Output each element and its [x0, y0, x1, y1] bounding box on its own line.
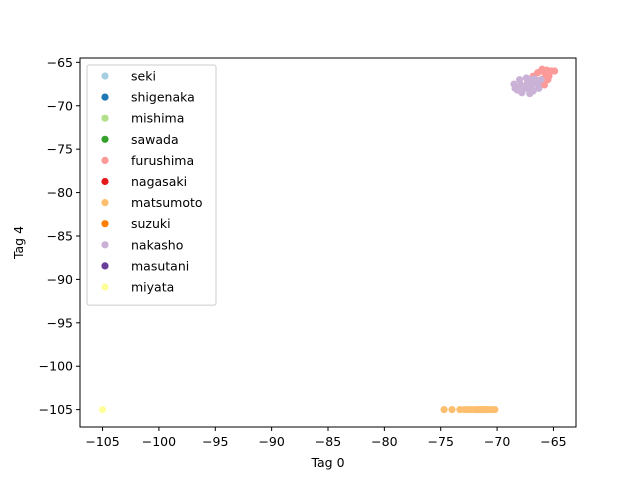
- y-tick-label: −75: [47, 142, 73, 157]
- data-point-nakasho: [511, 84, 519, 92]
- data-point-furushima: [545, 72, 553, 80]
- data-point-nakasho: [516, 76, 524, 84]
- legend-marker-seki: [101, 72, 109, 80]
- data-point-matsumoto: [448, 406, 456, 414]
- legend-label-furushima: furushima: [131, 153, 194, 168]
- y-tick-label: −100: [39, 359, 73, 374]
- data-points: [98, 65, 559, 414]
- data-point-furushima: [550, 67, 559, 75]
- legend-marker-nakasho: [101, 241, 109, 249]
- legend-label-suzuki: suzuki: [131, 216, 171, 231]
- x-tick-label: −95: [202, 434, 228, 449]
- data-point-furushima: [543, 66, 551, 74]
- legend-marker-matsumoto: [101, 199, 109, 207]
- data-point-nakasho: [537, 76, 545, 84]
- y-tick-label: −95: [47, 315, 73, 330]
- legend-marker-suzuki: [101, 220, 109, 228]
- legend-marker-masutani: [101, 262, 109, 270]
- x-tick-label: −80: [371, 434, 397, 449]
- y-tick-label: −80: [47, 185, 73, 200]
- legend-label-masutani: masutani: [131, 258, 189, 273]
- data-point-matsumoto: [440, 406, 448, 414]
- legend-label-nagasaki: nagasaki: [131, 174, 187, 189]
- legend-label-miyata: miyata: [131, 280, 174, 295]
- legend-label-matsumoto: matsumoto: [131, 195, 203, 210]
- legend: seki shigenaka mishima sawada furushima nagas…: [86, 64, 217, 306]
- data-point-matsumoto: [491, 406, 499, 414]
- legend-marker-nagasaki: [101, 177, 109, 186]
- y-tick-label: −65: [47, 55, 73, 70]
- data-point-miyata: [98, 406, 107, 414]
- y-tick-label: −105: [39, 402, 73, 417]
- y-tick-label: −70: [47, 98, 73, 113]
- x-tick-label: −65: [540, 434, 566, 449]
- x-tick-label: −70: [484, 434, 510, 449]
- y-tick-label: −90: [47, 272, 73, 287]
- x-axis-ticks: −105 −100 −95 −90 −85 −80 −75 −70 −65: [85, 427, 567, 449]
- legend-label-nakasho: nakasho: [131, 237, 183, 252]
- data-point-nakasho: [530, 75, 538, 83]
- legend-label-seki: seki: [131, 69, 156, 84]
- x-tick-label: −100: [142, 434, 176, 449]
- legend-marker-mishima: [101, 114, 109, 122]
- legend-marker-sawada: [101, 135, 109, 143]
- legend-marker-miyata: [101, 283, 109, 291]
- data-point-furushima: [540, 81, 549, 89]
- data-point-nakasho: [535, 84, 543, 92]
- legend-label-sawada: sawada: [131, 132, 179, 147]
- x-tick-label: −85: [315, 434, 341, 449]
- y-axis-label: Tag 4: [11, 226, 26, 260]
- legend-label-mishima: mishima: [131, 111, 184, 126]
- x-tick-label: −105: [85, 434, 119, 449]
- data-point-nakasho: [518, 89, 526, 97]
- legend-marker-shigenaka: [101, 93, 109, 101]
- y-axis-ticks: −65 −70 −75 −80 −85 −90 −95 −100 −105: [39, 55, 80, 417]
- legend-label-shigenaka: shigenaka: [131, 90, 195, 105]
- legend-marker-furushima: [101, 156, 109, 164]
- data-point-nakasho: [525, 85, 533, 93]
- legend-box: [86, 64, 217, 306]
- x-tick-label: −90: [258, 434, 284, 449]
- y-tick-label: −85: [47, 228, 73, 243]
- x-tick-label: −75: [428, 434, 454, 449]
- data-point-furushima: [537, 67, 545, 75]
- x-axis-label: Tag 0: [310, 455, 344, 470]
